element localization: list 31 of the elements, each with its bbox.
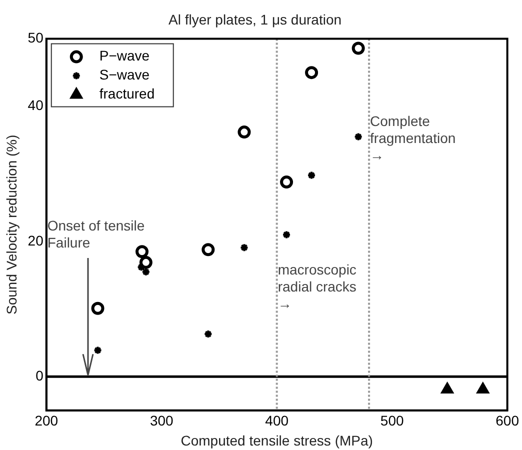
x-tick-label: 600 (496, 412, 520, 429)
chart-title: Al flyer plates, 1 μs duration (168, 11, 342, 28)
legend-label: S−wave (99, 66, 150, 83)
point (238, 126, 251, 139)
y-axis-title: Sound Velocity reduction (%) (3, 134, 20, 314)
point (139, 256, 152, 269)
x-tick-label: 200 (34, 412, 58, 429)
point (202, 243, 215, 256)
point (305, 66, 318, 80)
y-tick-label: 20 (28, 232, 44, 248)
point (354, 132, 363, 142)
point (136, 245, 149, 258)
point (282, 230, 292, 240)
x-tick-label: 500 (380, 412, 404, 429)
point (352, 42, 365, 55)
x-axis-title: Computed tensile stress (MPa) (180, 432, 373, 448)
y-tick-label: 0 (36, 367, 44, 384)
x-tick-label: 300 (150, 412, 174, 429)
annotation: Complete fragmentation → (370, 113, 456, 164)
x-tick-label: 400 (265, 412, 289, 429)
y-tick-label: 40 (28, 97, 44, 114)
y-tick-label: 50 (28, 30, 44, 46)
point (93, 346, 102, 355)
point (307, 170, 316, 180)
annotation: macroscopic radial cracks → (278, 262, 356, 312)
point (91, 302, 104, 315)
point (280, 176, 294, 189)
annotation: Onset of tensile Failure (47, 217, 145, 250)
point (240, 243, 249, 252)
legend-label: fractured (99, 86, 155, 102)
legend-label: P−wave (99, 48, 150, 64)
